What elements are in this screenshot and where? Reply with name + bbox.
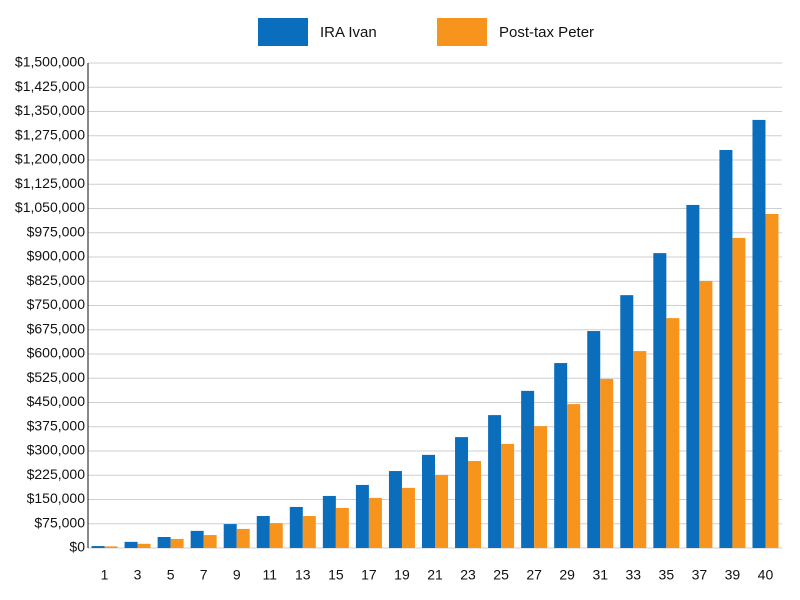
y-tick-label: $750,000	[27, 296, 86, 312]
bar	[534, 426, 548, 548]
y-tick-label: $900,000	[27, 248, 86, 264]
x-tick-label: 3	[134, 567, 142, 583]
bar	[170, 538, 184, 548]
bar	[521, 390, 535, 548]
y-tick-label: $525,000	[27, 369, 86, 385]
bar	[501, 443, 515, 548]
x-tick-label: 25	[493, 567, 509, 583]
x-tick-label: 23	[460, 567, 476, 583]
bar	[686, 204, 700, 548]
x-tick-label: 15	[328, 567, 344, 583]
x-tick-label: 31	[592, 567, 608, 583]
bar	[699, 280, 713, 548]
bar	[587, 331, 601, 548]
y-tick-label: $1,350,000	[15, 102, 85, 118]
x-tick-label: 35	[659, 567, 675, 583]
x-tick-label: 37	[692, 567, 708, 583]
bar	[567, 404, 581, 548]
y-tick-label: $150,000	[27, 490, 86, 506]
bar	[104, 546, 118, 548]
x-tick-label: 39	[725, 567, 741, 583]
y-tick-label: $375,000	[27, 417, 86, 433]
bar	[368, 497, 382, 548]
bar	[91, 546, 105, 548]
x-tick-label: 5	[167, 567, 175, 583]
x-tick-label: 1	[101, 567, 109, 583]
x-tick-label: 11	[262, 567, 277, 583]
bar	[190, 530, 204, 548]
y-tick-label: $1,275,000	[15, 126, 85, 142]
y-tick-label: $1,125,000	[15, 175, 85, 191]
y-tick-label: $225,000	[27, 466, 86, 482]
bar	[302, 515, 316, 548]
bar	[269, 523, 283, 548]
bar	[422, 454, 435, 548]
bar	[468, 461, 482, 548]
bar	[488, 415, 502, 548]
bar	[355, 484, 369, 548]
bar	[752, 119, 766, 548]
bar	[256, 515, 270, 548]
bar	[435, 474, 448, 548]
y-tick-label: $1,200,000	[15, 151, 85, 167]
bar	[732, 237, 746, 548]
bar	[401, 487, 415, 548]
legend-swatch	[258, 18, 308, 46]
bar	[322, 495, 336, 548]
bar	[765, 213, 779, 548]
x-tick-label: 19	[394, 567, 410, 583]
y-tick-label: $300,000	[27, 442, 86, 458]
x-tick-label: 13	[295, 567, 311, 583]
bar	[203, 535, 217, 548]
bar	[455, 437, 469, 548]
legend-label: Post-tax Peter	[499, 24, 594, 41]
y-tick-label: $450,000	[27, 393, 86, 409]
bar	[554, 363, 568, 548]
bar	[653, 253, 667, 548]
bar	[600, 378, 614, 548]
bar	[633, 351, 647, 548]
x-tick-label: 40	[758, 567, 774, 583]
y-tick-label: $675,000	[27, 320, 86, 336]
y-tick-label: $75,000	[34, 514, 85, 530]
bar	[388, 471, 402, 548]
legend-label: IRA Ivan	[320, 24, 377, 41]
bar	[157, 537, 171, 548]
x-tick-label: 33	[625, 567, 641, 583]
y-tick-label: $975,000	[27, 223, 86, 239]
bar	[719, 149, 733, 548]
bar	[666, 318, 680, 548]
x-tick-label: 21	[427, 567, 443, 583]
y-tick-label: $1,500,000	[15, 54, 85, 70]
bar	[620, 295, 634, 548]
x-tick-label: 29	[559, 567, 575, 583]
x-tick-label: 17	[361, 567, 377, 583]
y-tick-label: $600,000	[27, 345, 86, 361]
y-tick-label: $0	[69, 539, 85, 555]
x-tick-label: 7	[200, 567, 208, 583]
bar	[289, 506, 303, 548]
y-tick-label: $825,000	[27, 272, 86, 288]
bar	[236, 528, 250, 548]
bar	[124, 541, 138, 548]
y-tick-label: $1,050,000	[15, 199, 85, 215]
x-tick-label: 9	[233, 567, 241, 583]
x-tick-label: 27	[526, 567, 542, 583]
bar	[223, 524, 237, 548]
legend-swatch	[437, 18, 487, 46]
bar	[335, 507, 349, 548]
y-tick-label: $1,425,000	[15, 78, 85, 94]
bar	[137, 543, 151, 548]
